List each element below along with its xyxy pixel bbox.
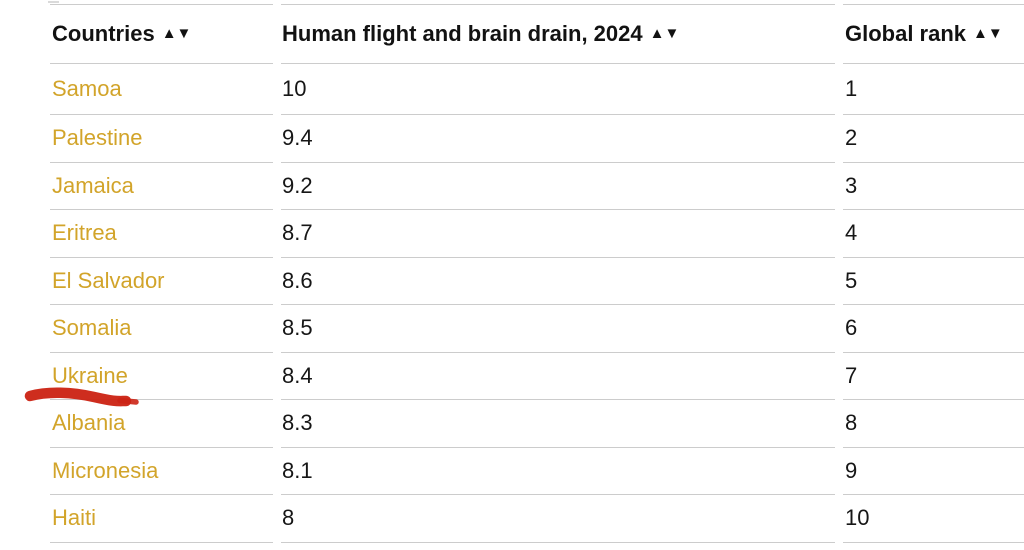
country-cell: Samoa [50, 64, 273, 115]
rank-cell: 6 [843, 305, 1024, 353]
country-cell: Ukraine [50, 353, 273, 400]
column-header-label: Global rank [845, 21, 967, 46]
country-cell: El Salvador [50, 258, 273, 305]
value-cell: 8.3 [281, 400, 835, 448]
country-cell: Eritrea [50, 210, 273, 258]
sort-arrows-icon[interactable]: ▲▼ [649, 24, 680, 42]
rank-cell: 9 [843, 448, 1024, 495]
value-cell: 8.7 [281, 210, 835, 258]
rank-cell: 8 [843, 400, 1024, 448]
value-cell: 8.6 [281, 258, 835, 305]
country-link[interactable]: El Salvador [52, 267, 165, 293]
country-link[interactable]: Eritrea [52, 220, 117, 246]
column-header-indicator[interactable]: Human flight and brain drain, 2024 ▲▼ [281, 4, 835, 64]
country-cell: Micronesia [50, 448, 273, 495]
country-ranking-table: Countries ▲▼ Human flight and brain drai… [50, 4, 1024, 543]
column-header-global-rank[interactable]: Global rank ▲▼ [843, 4, 1024, 64]
value-cell: 8.5 [281, 305, 835, 353]
value-cell: 8 [281, 495, 835, 543]
country-link[interactable]: Micronesia [52, 457, 159, 483]
column-header-label: Countries [52, 21, 155, 46]
sort-arrows-icon[interactable]: ▲▼ [973, 24, 1003, 42]
country-link[interactable]: Haiti [52, 505, 97, 531]
country-cell: Jamaica [50, 163, 273, 210]
rank-cell: 3 [843, 163, 1024, 210]
column-header-countries[interactable]: Countries ▲▼ [50, 4, 273, 64]
country-link[interactable]: Ukraine [52, 362, 128, 388]
rank-cell: 10 [843, 495, 1024, 543]
country-cell: Haiti [50, 495, 273, 543]
rank-cell: 1 [843, 64, 1024, 115]
value-cell: 9.4 [281, 115, 835, 163]
country-link[interactable]: Samoa [52, 76, 122, 101]
country-link[interactable]: Palestine [52, 125, 143, 151]
country-cell: Somalia [50, 305, 273, 353]
column-header-label: Human flight and brain drain, 2024 [282, 21, 643, 46]
rank-cell: 7 [843, 353, 1024, 400]
clipped-divider-fragment [48, 1, 59, 3]
country-link[interactable]: Somalia [52, 315, 132, 341]
value-cell: 10 [281, 64, 835, 115]
value-cell: 8.1 [281, 448, 835, 495]
country-link[interactable]: Jamaica [52, 172, 134, 198]
rank-cell: 4 [843, 210, 1024, 258]
country-cell: Palestine [50, 115, 273, 163]
rank-cell: 5 [843, 258, 1024, 305]
country-cell: Albania [50, 400, 273, 448]
rank-cell: 2 [843, 115, 1024, 163]
country-link[interactable]: Albania [52, 410, 126, 436]
value-cell: 8.4 [281, 353, 835, 400]
sort-arrows-icon[interactable]: ▲▼ [161, 24, 192, 42]
value-cell: 9.2 [281, 163, 835, 210]
